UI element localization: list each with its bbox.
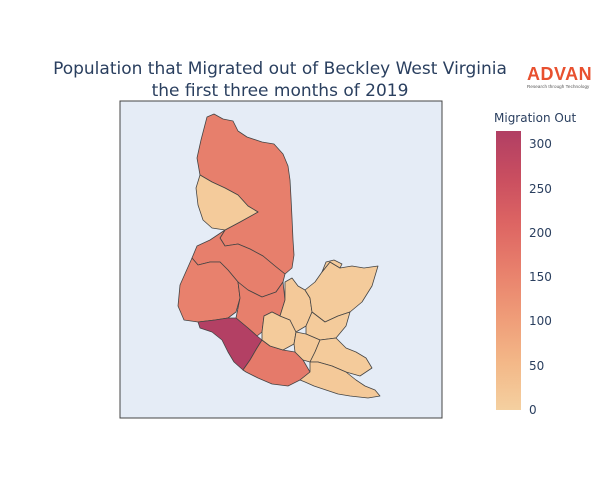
title-line-2: the first three months of 2019: [151, 81, 409, 101]
colorbar-tick-label: 100: [529, 314, 552, 329]
chart-title: Population that Migrated out of Beckley …: [40, 58, 520, 102]
logo-text: ADVAN: [527, 64, 593, 84]
map-region-west[interactable]: [177, 257, 241, 323]
colorbar-tick-label: 200: [529, 225, 552, 240]
advan-logo: ADVAN Research through Technology: [527, 64, 597, 89]
colorbar-title: Migration Out: [494, 111, 577, 125]
map-region-southeast[interactable]: [299, 361, 381, 399]
title-line-1: Population that Migrated out of Beckley …: [53, 59, 507, 79]
colorbar-tick-label: 250: [529, 181, 552, 196]
colorbar-tick-label: 150: [529, 270, 552, 285]
map-region-east-4[interactable]: [305, 311, 351, 341]
colorbar-gradient: [496, 131, 521, 410]
logo-tagline: Research through Technology: [527, 84, 590, 89]
map-region-north-enclave[interactable]: [195, 174, 259, 231]
colorbar-tick-label: 300: [529, 137, 552, 152]
colorbar-tick-label: 50: [529, 358, 545, 373]
colorbar-tick-label: 0: [529, 403, 537, 417]
map-region-southeast-2[interactable]: [321, 259, 343, 273]
map-region-southern[interactable]: [242, 339, 311, 387]
